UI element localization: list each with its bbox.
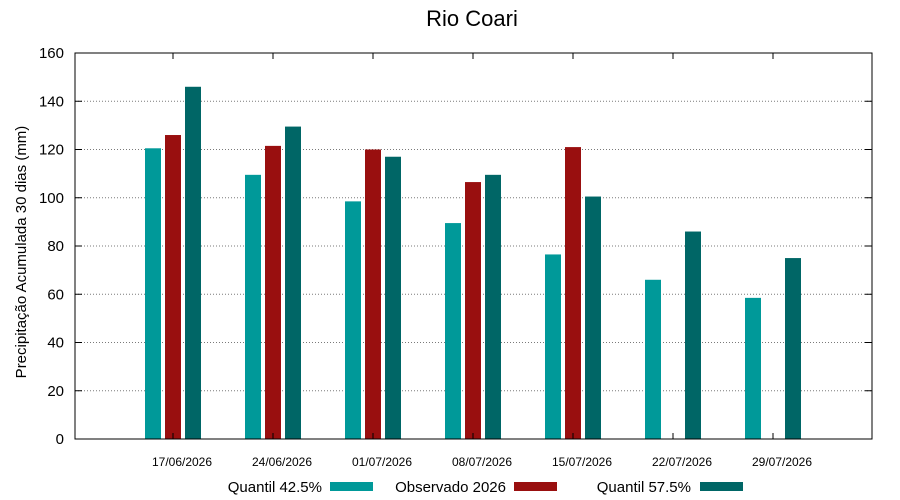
legend-label: Quantil 57.5% <box>597 479 691 496</box>
x-tick-label: 22/07/2026 <box>652 455 712 469</box>
bar <box>485 174 501 440</box>
y-tick-label: 80 <box>47 238 64 255</box>
y-tick-label: 0 <box>56 431 64 448</box>
legend-label: Quantil 42.5% <box>228 479 322 496</box>
bar <box>465 182 481 439</box>
bar <box>385 156 401 440</box>
y-axis-label: Precipitação Acumulada 30 dias (mm) <box>13 126 30 379</box>
x-tick-label: 15/07/2026 <box>552 455 612 469</box>
x-tick-label: 01/07/2026 <box>352 455 412 469</box>
bar <box>345 201 361 439</box>
gridlines <box>75 100 872 392</box>
legend: Quantil 42.5% Observado 2026 Quantil 57.5% <box>228 479 743 496</box>
x-tick-label: 17/06/2026 <box>152 455 212 469</box>
bar <box>145 148 161 439</box>
x-tick-label: 24/06/2026 <box>252 455 312 469</box>
bar <box>745 297 761 439</box>
y-tick-label: 160 <box>39 45 64 62</box>
x-tick-label: 08/07/2026 <box>452 455 512 469</box>
legend-swatch <box>514 482 557 491</box>
bar <box>785 258 801 439</box>
y-tick-label: 20 <box>47 383 64 400</box>
legend-swatch <box>700 482 743 491</box>
chart-title: Rio Coari <box>426 6 518 31</box>
bar <box>585 196 601 439</box>
bar <box>245 174 261 440</box>
bar <box>185 86 201 440</box>
x-tick-label: 29/07/2026 <box>752 455 812 469</box>
y-tick-label: 120 <box>39 142 64 159</box>
bar <box>645 279 661 439</box>
bars <box>145 86 801 440</box>
bar <box>685 231 701 439</box>
bar <box>565 147 581 439</box>
x-ticks: 17/06/2026 24/06/2026 01/07/2026 08/07/2026… <box>152 53 812 469</box>
y-tick-label: 40 <box>47 335 64 352</box>
bar <box>365 149 381 439</box>
y-tick-label: 140 <box>39 93 64 110</box>
bar <box>265 145 281 439</box>
y-tick-label: 60 <box>47 286 64 303</box>
bar <box>545 254 561 439</box>
y-tick-label: 100 <box>39 190 64 207</box>
bar <box>445 223 461 439</box>
legend-label: Observado 2026 <box>395 479 506 496</box>
y-ticks: 0 20 40 60 80 100 120 140 160 <box>39 45 872 448</box>
bar <box>165 135 181 439</box>
bar <box>285 126 301 440</box>
legend-swatch <box>330 482 373 491</box>
